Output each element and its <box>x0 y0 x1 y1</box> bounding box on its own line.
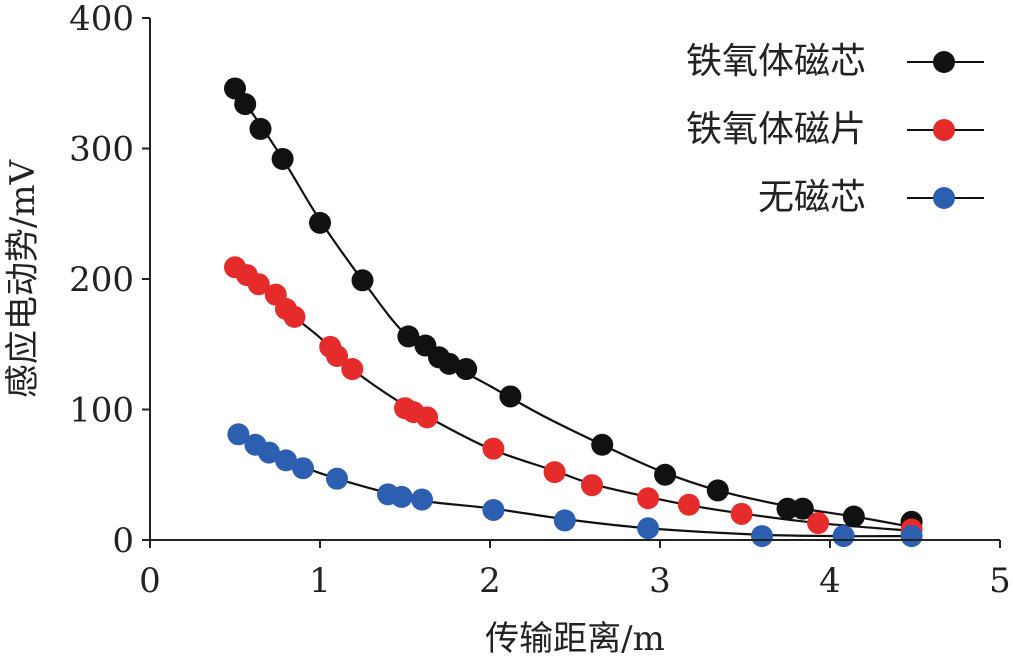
series-points-2 <box>227 423 923 548</box>
data-point <box>224 77 246 100</box>
data-point <box>351 269 374 292</box>
data-point <box>482 437 505 460</box>
legend-marker-0 <box>933 51 955 73</box>
legend-label-1: 铁氧体磁片 <box>686 109 866 150</box>
plot-area <box>224 77 923 548</box>
x-axis-title: 传输距离/m <box>485 619 665 659</box>
legend-entry-2: 无磁芯 <box>758 177 984 218</box>
data-point <box>390 485 413 508</box>
data-point <box>258 441 280 464</box>
data-point <box>637 517 660 540</box>
y-tick-label-2: 200 <box>69 260 134 300</box>
y-tick-label-4: 400 <box>69 0 134 39</box>
y-axis-ticks: 0 100 200 300 400 <box>69 0 150 561</box>
y-tick-label-0: 0 <box>112 521 134 561</box>
series-line-1 <box>234 266 912 532</box>
x-tick-label-0: 0 <box>139 561 161 601</box>
data-point <box>499 385 522 408</box>
x-tick-label-1: 1 <box>309 561 331 601</box>
y-axis-title: 感应电动势/mV <box>3 158 43 398</box>
data-point <box>654 463 677 486</box>
data-point <box>247 273 270 296</box>
data-point <box>900 525 923 548</box>
data-point <box>309 211 331 234</box>
data-point <box>292 457 314 480</box>
data-point <box>677 493 700 516</box>
data-point <box>832 525 855 548</box>
x-tick-label-2: 2 <box>479 561 501 601</box>
data-point <box>706 479 729 502</box>
data-point <box>416 406 439 429</box>
series-1 <box>234 266 912 532</box>
data-point <box>776 497 799 520</box>
x-tick-label-5: 5 <box>989 561 1011 601</box>
data-point <box>326 344 348 367</box>
legend-label-0: 铁氧体磁芯 <box>686 41 866 82</box>
data-point <box>807 512 830 535</box>
data-point <box>637 487 660 510</box>
data-point <box>227 423 250 446</box>
data-point <box>283 305 306 328</box>
legend-entry-1: 铁氧体磁片 <box>686 109 984 150</box>
data-point <box>397 325 420 348</box>
data-point <box>271 147 294 170</box>
legend: 铁氧体磁芯 铁氧体磁片 无磁芯 <box>686 41 984 218</box>
series-points-1 <box>224 256 923 541</box>
legend-entry-0: 铁氧体磁芯 <box>686 41 984 82</box>
data-point <box>234 93 257 116</box>
data-point <box>791 497 814 520</box>
data-point <box>842 505 865 528</box>
x-tick-label-4: 4 <box>819 561 841 601</box>
data-point <box>543 461 566 484</box>
data-point <box>326 467 348 490</box>
data-point <box>249 117 272 140</box>
data-point <box>553 509 576 532</box>
data-point <box>581 474 603 497</box>
data-point <box>482 498 505 521</box>
data-point <box>411 488 433 511</box>
y-tick-label-3: 300 <box>69 130 134 170</box>
x-axis-ticks: 0 1 2 3 4 5 <box>139 540 1011 601</box>
legend-marker-2 <box>933 187 955 209</box>
data-point <box>591 433 614 456</box>
data-point <box>730 502 753 525</box>
series-0 <box>234 87 912 529</box>
y-tick-label-1: 100 <box>69 391 134 431</box>
legend-label-2: 无磁芯 <box>758 177 866 218</box>
data-point <box>438 352 461 375</box>
data-point <box>275 449 297 472</box>
series-points-0 <box>224 77 923 533</box>
series-line-0 <box>234 87 912 529</box>
legend-marker-1 <box>933 119 955 141</box>
data-point <box>751 525 773 548</box>
data-point <box>455 358 478 381</box>
x-tick-label-3: 3 <box>649 561 671 601</box>
data-point <box>341 358 364 381</box>
